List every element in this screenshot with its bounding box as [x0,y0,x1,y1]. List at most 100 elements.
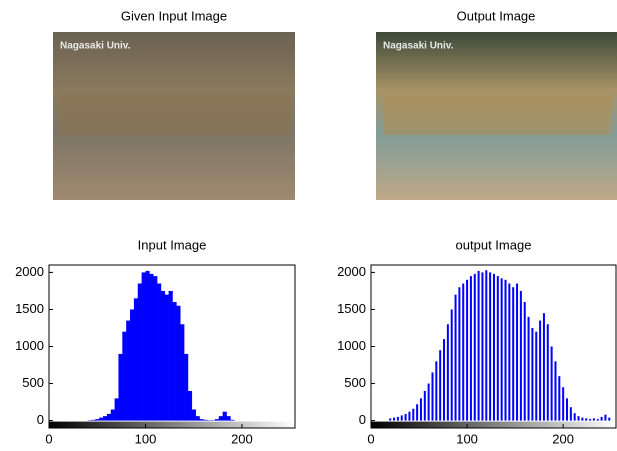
bar [168,290,173,421]
bar [566,398,568,421]
bar [133,298,139,421]
building [383,95,611,135]
bar [573,413,576,421]
bar [137,283,142,421]
bar [485,270,488,421]
bar [187,390,193,421]
colorbar [49,421,295,428]
bar [149,273,154,421]
chart-title: Input Image [138,237,207,252]
y-tick-label: 1000 [337,338,366,353]
bar [172,302,177,421]
image-title: Output Image [457,8,536,23]
watermark: Nagasaki Univ. [60,41,131,52]
bar [500,278,503,421]
bar [412,408,415,421]
bar [458,287,461,421]
bar [114,398,119,421]
bar [164,294,169,421]
bar [508,283,511,421]
y-tick-label: 1500 [337,301,366,316]
bar [527,316,530,421]
bar [400,415,403,421]
y-tick-label: 2000 [15,264,44,279]
bar [504,279,507,421]
bar [160,290,166,421]
watermark: Nagasaki Univ. [383,41,454,52]
bar [477,270,480,421]
building [60,95,290,135]
y-tick-label: 0 [37,412,44,427]
bar [176,305,181,421]
colorbar [371,421,616,428]
bar [443,339,446,421]
y-tick-label: 500 [344,375,366,390]
bar [496,276,499,421]
bar [126,320,131,421]
x-tick-label: 100 [135,431,157,446]
bar [184,353,189,421]
bar [546,324,549,421]
bar [118,353,123,421]
bar [404,413,407,421]
bar [191,409,196,421]
bar [531,327,534,421]
bar [554,361,557,421]
bar [569,407,572,421]
bar [408,411,411,421]
bar [393,417,396,421]
chart-title: output Image [456,237,532,252]
bar [535,331,538,421]
bar [562,387,565,421]
bar [439,350,442,421]
bar [141,272,146,421]
y-tick-label: 2000 [337,264,366,279]
bar [180,324,185,421]
bar [145,270,150,421]
bar [214,419,220,421]
bar [419,398,422,421]
x-tick-label: 0 [367,431,374,446]
bar [427,383,430,421]
y-tick-label: 500 [22,375,44,390]
bar [130,309,135,421]
bar [600,416,603,421]
bar [577,416,580,421]
x-tick-label: 200 [552,431,574,446]
bar [585,418,588,421]
bar [195,416,200,421]
bar [481,272,484,421]
bar [589,419,592,421]
bar [512,287,515,421]
bar [608,417,611,421]
bar [492,273,495,421]
bar [218,416,223,421]
bar [473,273,476,421]
bar [446,324,449,421]
bar [203,419,208,421]
bar [516,283,519,421]
bar [122,331,127,421]
bar [592,418,595,421]
bar [523,302,526,421]
bar [423,390,426,421]
bar [542,313,545,421]
bar [435,361,438,421]
bar [450,309,453,421]
bar [519,290,522,421]
x-tick-label: 100 [456,431,478,446]
bar [91,419,96,421]
bar [489,272,492,421]
bar [110,409,115,421]
bar [153,276,158,421]
bar [539,320,542,421]
bar [431,372,434,421]
bar [466,279,469,421]
x-tick-label: 200 [231,431,253,446]
x-tick-label: 0 [45,431,52,446]
bar [95,419,100,421]
bar [389,418,392,421]
bar [106,413,112,421]
bar [454,294,457,421]
